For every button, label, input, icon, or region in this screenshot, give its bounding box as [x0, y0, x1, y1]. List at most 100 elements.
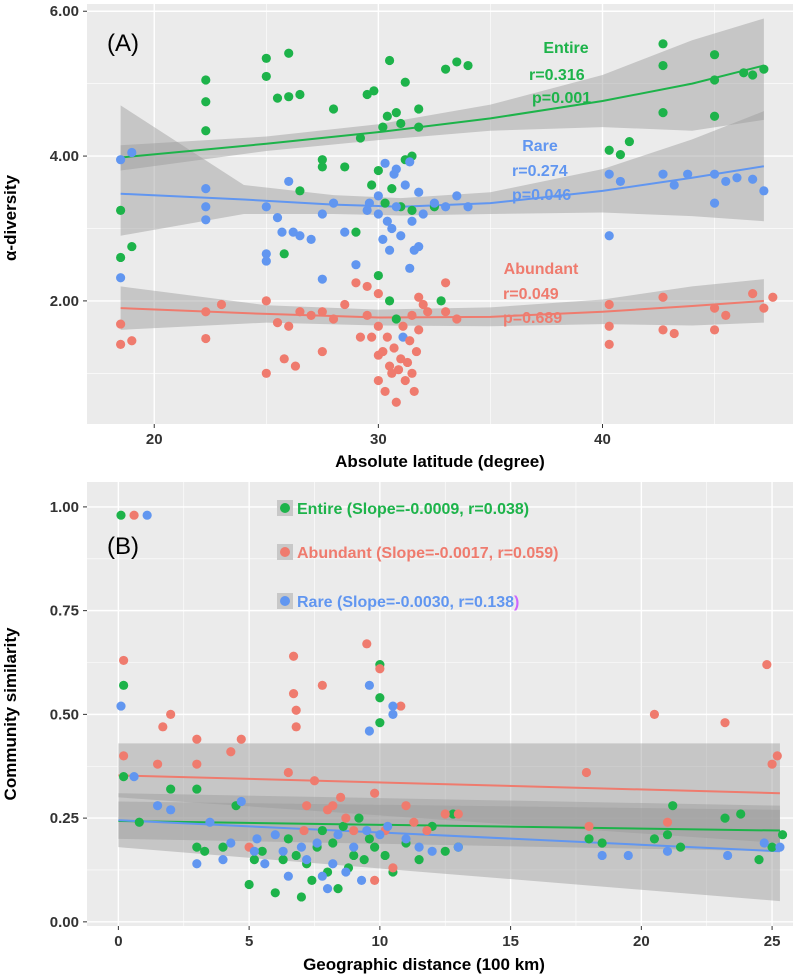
point-abundant — [119, 655, 129, 666]
point-entire — [754, 855, 764, 865]
point-rare — [328, 198, 339, 208]
point-rare — [401, 834, 411, 844]
point-abundant — [762, 659, 772, 670]
point-rare — [252, 834, 262, 844]
point-entire — [436, 296, 446, 306]
point-abundant — [709, 325, 720, 335]
legend-key-abundant-dot — [280, 547, 290, 557]
point-entire — [362, 89, 372, 100]
point-abundant — [402, 357, 413, 368]
point-rare — [249, 846, 259, 856]
point-abundant — [201, 307, 211, 317]
confidence-band-rare — [120, 105, 764, 236]
point-abundant — [581, 767, 592, 778]
point-rare — [388, 709, 398, 719]
point-abundant — [401, 801, 411, 811]
point-entire — [338, 821, 348, 832]
point-rare — [429, 198, 439, 208]
point-rare — [296, 842, 307, 852]
y-tick-label: 0.75 — [50, 603, 79, 620]
point-abundant — [407, 310, 417, 320]
point-entire — [201, 126, 211, 136]
point-abundant — [216, 299, 227, 310]
point-entire — [709, 111, 720, 121]
point-entire — [201, 75, 211, 85]
point-abundant — [584, 821, 594, 832]
point-abundant — [378, 346, 388, 357]
point-rare — [683, 169, 693, 179]
point-rare — [373, 209, 383, 219]
point-rare — [236, 796, 246, 807]
point-rare — [116, 701, 126, 711]
point-entire — [748, 70, 758, 80]
point-rare — [364, 680, 374, 690]
point-entire — [615, 150, 626, 160]
point-rare — [388, 701, 398, 711]
point-abundant — [309, 776, 320, 786]
point-rare — [759, 838, 769, 848]
confidence-band-abundant — [118, 743, 780, 844]
point-rare — [732, 173, 742, 183]
point-entire — [307, 875, 317, 885]
point-abundant — [317, 680, 327, 690]
point-abundant — [336, 792, 346, 802]
point-entire — [391, 108, 401, 118]
point-entire — [375, 693, 385, 703]
point-entire — [658, 108, 668, 118]
point-rare — [261, 249, 271, 259]
legend-key-entire-dot — [280, 503, 290, 513]
point-entire — [270, 888, 280, 898]
annotation-entire-p: p=0.001 — [532, 90, 591, 107]
point-rare — [192, 859, 202, 869]
point-entire — [709, 75, 720, 85]
point-rare — [364, 726, 374, 736]
point-entire — [359, 855, 369, 865]
point-abundant — [709, 303, 720, 313]
point-entire — [244, 879, 254, 890]
point-rare — [340, 227, 350, 237]
point-entire — [116, 205, 126, 215]
point-rare — [260, 859, 270, 869]
point-entire — [387, 184, 397, 194]
point-abundant — [328, 314, 339, 324]
legend-key-rare-dot — [280, 596, 290, 606]
point-rare — [623, 850, 633, 861]
point-abundant — [767, 759, 777, 769]
panel-a-ticks: 20 30 40 2.00 4.00 6.00 — [50, 3, 611, 448]
legend-label-rare: Rare (Slope=-0.0030, r=0.138) — [297, 594, 519, 611]
legend-label-rare-text: Rare (Slope=-0.0030, r=0.138 — [297, 594, 514, 611]
point-abundant — [127, 336, 137, 346]
fit-line-abundant — [118, 774, 780, 795]
point-abundant — [409, 817, 419, 827]
point-entire — [127, 241, 137, 252]
legend-item-abundant: Abundant (Slope=-0.0017, r=0.059) — [277, 544, 558, 562]
point-abundant — [658, 292, 668, 302]
point-abundant — [441, 307, 451, 317]
x-tick-label: 40 — [594, 431, 611, 448]
point-entire — [658, 60, 668, 71]
point-abundant — [288, 651, 299, 661]
point-rare — [166, 805, 176, 815]
point-abundant — [604, 299, 614, 310]
point-entire — [649, 834, 660, 844]
point-abundant — [411, 346, 422, 357]
point-entire — [373, 270, 383, 281]
point-rare — [384, 245, 395, 255]
point-abundant — [759, 303, 769, 313]
point-abundant — [306, 310, 316, 320]
point-rare — [322, 884, 333, 894]
point-abundant — [362, 639, 372, 649]
point-rare — [400, 180, 410, 190]
point-rare — [378, 234, 388, 244]
point-abundant — [373, 321, 383, 331]
point-entire — [317, 162, 327, 172]
panel-b-points — [116, 510, 788, 902]
point-abundant — [317, 307, 327, 317]
point-rare — [383, 821, 393, 832]
point-entire — [709, 50, 720, 60]
panel-a-x-axis-title: Absolute latitude (degree) — [335, 452, 545, 471]
point-rare — [709, 169, 720, 179]
point-abundant — [720, 718, 730, 728]
point-abundant — [226, 747, 236, 757]
